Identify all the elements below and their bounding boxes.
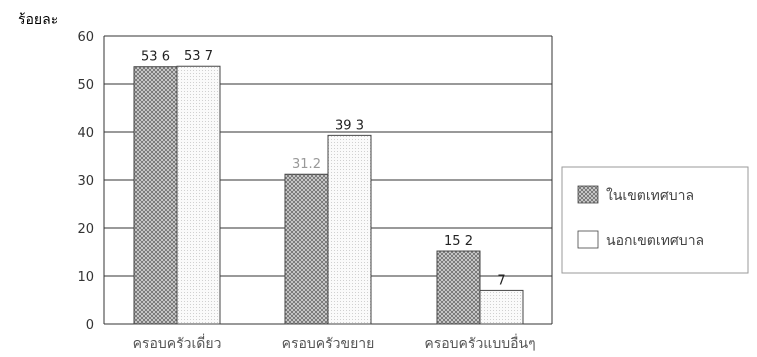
bar-inside-1 [284,173,329,325]
y-tick-label: 50 [77,78,94,93]
y-tick-label: 30 [77,174,94,189]
data-label-outside-2: 7 [497,273,505,288]
legend: ในเขตเทศบาล นอกเขตเทศบาล [561,166,749,274]
y-tick-label: 10 [77,270,94,285]
data-label-inside-2: 15 2 [444,234,473,249]
data-labels: 53 6 53 731.239 315 27 [141,49,506,288]
category-label-0: ครอบครัวเดี่ยว [133,334,222,352]
legend-swatch-outside [577,230,599,249]
category-label-1: ครอบครัวขยาย [282,336,375,352]
legend-label-inside: ในเขตเทศบาล [606,187,694,204]
y-tick-label: 0 [86,318,94,333]
data-label-outside-0: 53 7 [184,49,213,64]
legend-box [561,166,749,274]
legend-swatch-inside [577,185,599,204]
y-tick-labels: 0 10 20 30 40 50 60 [77,30,94,333]
bar-outside-2 [479,289,524,325]
bar-outside-1 [327,134,372,325]
legend-label-outside: นอกเขตเทศบาล [606,233,704,249]
data-label-inside-0: 53 6 [141,50,170,65]
bars [133,65,524,325]
bar-inside-2 [436,250,481,325]
y-tick-label: 40 [77,126,94,141]
y-axis-label: ร้อยละ [18,12,58,28]
y-tick-label: 20 [77,222,94,237]
data-label-outside-1: 39 3 [335,118,364,133]
y-tick-label: 60 [77,30,94,45]
category-label-2: ครอบครัวแบบอื่นๆ [424,334,535,352]
bar-outside-0 [176,65,221,325]
bar-inside-0 [133,66,178,325]
category-labels: ครอบครัวเดี่ยว ครอบครัวขยาย ครอบครัวแบบอื่… [133,334,536,352]
data-label-inside-1: 31.2 [292,157,321,172]
